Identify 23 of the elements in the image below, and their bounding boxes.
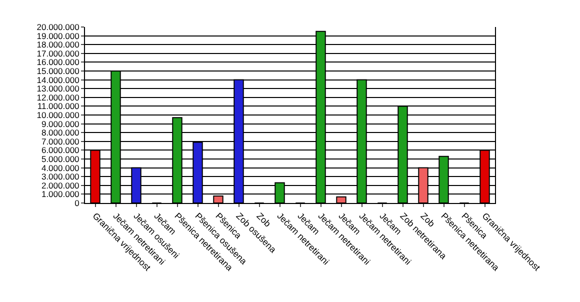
y-tick-label: 6.000.000 [41,145,80,156]
y-tick-label: 16.000.000 [36,57,80,68]
y-tick-label: 17.000.000 [36,48,80,58]
x-tick-label: Zob [254,210,273,229]
y-tick-label: 13.000.000 [36,84,80,94]
x-tick-label: Zob [418,210,437,229]
y-tick-label: 7.000.000 [41,136,80,146]
y-tick-label: 14.000.000 [36,74,80,85]
y-tick-label: 18.000.000 [36,40,80,50]
y-tick-label: 15.000.000 [36,66,80,76]
y-tick-label: 2.000.000 [41,180,80,190]
y-tick-label: 1.000.000 [41,189,80,200]
y-tick-label: 3.000.000 [41,172,80,182]
y-tick-label: 20.000.000 [36,22,80,32]
y-tick-label: 8.000.000 [41,128,80,138]
y-tick-label: 0 [74,198,80,208]
y-tick-label: 9.000.000 [41,118,80,129]
y-tick-label: 11.000.000 [37,101,80,112]
y-tick-label: 5.000.000 [41,154,80,164]
y-tick-label: 19.000.000 [36,30,80,41]
y-tick-label: 12.000.000 [36,92,80,102]
y-tick-label: 10.000.000 [36,110,80,120]
y-tick-label: 4.000.000 [41,162,80,173]
